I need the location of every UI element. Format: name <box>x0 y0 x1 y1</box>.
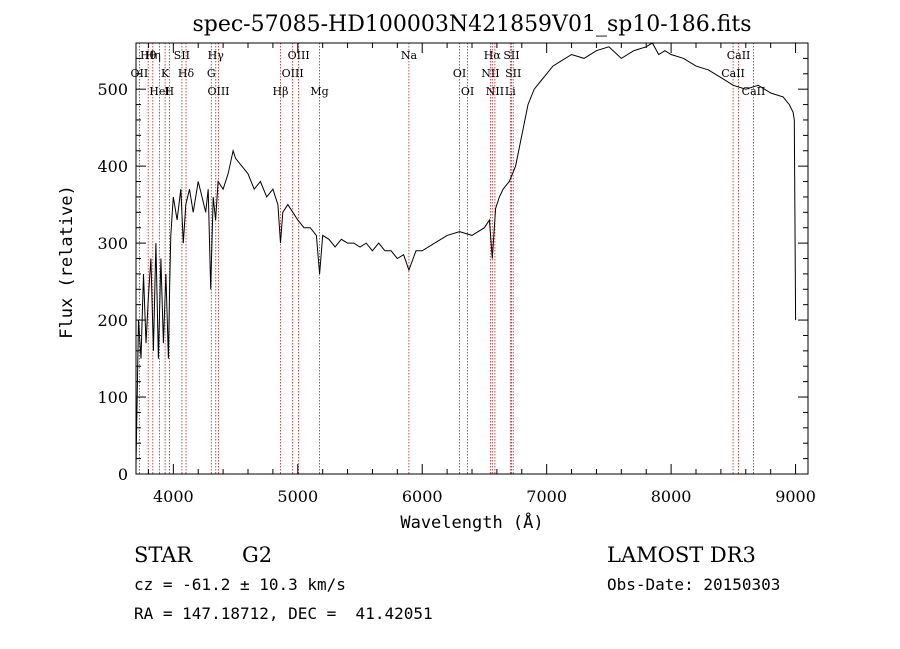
line-marker-label: OI <box>461 85 474 98</box>
line-marker-label: NII <box>481 67 499 80</box>
line-marker-labels: HθOIIHeIHηKHSIIHδOIIIHγGHβOIIIOIIIMgNaOI… <box>131 49 766 98</box>
line-marker-label: CaII <box>727 49 751 62</box>
line-marker-label: Hδ <box>178 67 195 80</box>
y-axis-ticks: 0 100 200 300 400 500 <box>97 57 808 484</box>
redshift-cz: cz = -61.2 ± 10.3 km/s <box>134 575 346 594</box>
line-marker-label: K <box>161 67 170 80</box>
x-axis-ticks: 4000 5000 6000 7000 8000 9000 <box>147 43 816 506</box>
observation-date: Obs-Date: 20150303 <box>607 575 780 594</box>
line-marker-label: H <box>165 85 175 98</box>
line-marker-label: CaII <box>721 67 745 80</box>
line-marker-label: SII <box>174 49 190 62</box>
y-tick-label: 0 <box>118 465 128 484</box>
line-marker-label: Hη <box>145 49 161 62</box>
coordinates: RA = 147.18712, DEC = 41.42051 <box>134 604 433 623</box>
line-marker-label: OIII <box>288 49 310 62</box>
x-tick-label: 8000 <box>651 487 692 506</box>
flux-series-line <box>135 42 797 467</box>
survey-name: LAMOST DR3 <box>607 543 756 567</box>
line-marker-label: Hβ <box>273 85 289 98</box>
line-marker-label: OIII <box>207 85 229 98</box>
spectral-subclass: G2 <box>242 543 272 567</box>
y-tick-label: 400 <box>97 157 128 176</box>
line-marker-label: Hθ <box>140 49 157 62</box>
x-tick-label: 7000 <box>526 487 567 506</box>
line-marker-label: Hα <box>484 49 502 62</box>
line-markers <box>138 43 754 474</box>
x-tick-label: 6000 <box>402 487 443 506</box>
line-marker-label: Li <box>505 85 516 98</box>
object-class: STAR <box>134 543 193 567</box>
line-marker-label: OIII <box>282 67 304 80</box>
y-axis-label: Flux (relative) <box>57 185 77 339</box>
x-tick-label: 9000 <box>775 487 816 506</box>
line-marker-label: Hγ <box>208 49 225 62</box>
line-marker-label: Mg <box>310 85 328 98</box>
line-marker-label: NII <box>486 85 504 98</box>
y-tick-label: 200 <box>97 311 128 330</box>
line-marker-label: OI <box>453 67 466 80</box>
line-marker-label: SII <box>505 67 521 80</box>
y-tick-label: 500 <box>97 80 128 99</box>
chart-title: spec-57085-HD100003N421859V01_sp10-186.f… <box>192 12 751 37</box>
x-axis-label: Wavelength (Å) <box>400 511 543 533</box>
x-tick-label: 5000 <box>277 487 318 506</box>
y-tick-label: 300 <box>97 234 128 253</box>
line-marker-label: HeI <box>149 85 169 98</box>
line-marker-label: G <box>207 67 216 80</box>
line-marker-label: SII <box>503 49 519 62</box>
plot-frame <box>135 42 809 475</box>
y-tick-label: 100 <box>97 388 128 407</box>
line-marker-label: Na <box>401 49 418 62</box>
x-tick-label: 4000 <box>153 487 194 506</box>
